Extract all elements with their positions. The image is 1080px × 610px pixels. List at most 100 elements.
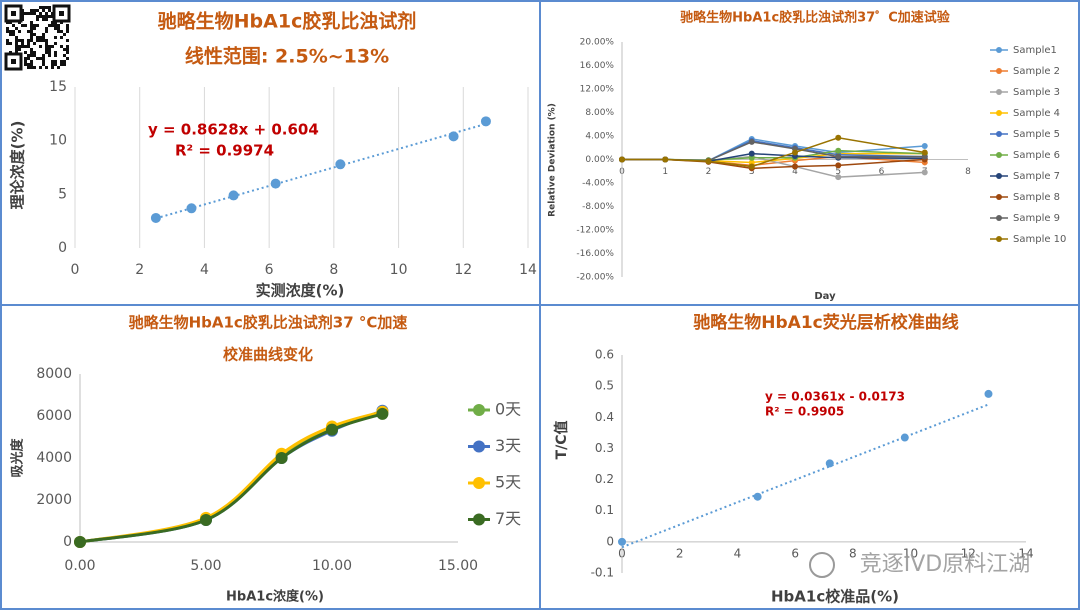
qr-cell xyxy=(30,51,33,54)
x-tick-label: 3 xyxy=(749,167,755,177)
qr-cell xyxy=(18,45,21,48)
point xyxy=(835,134,842,141)
qr-cell xyxy=(60,63,63,66)
qr-cell xyxy=(33,9,36,12)
y-tick-label: 0.5 xyxy=(595,379,614,393)
qr-cell xyxy=(57,30,60,33)
qr-cell xyxy=(27,12,30,15)
y-tick-label: 8.00% xyxy=(585,108,614,118)
qr-cell xyxy=(6,30,9,33)
qr-cell xyxy=(30,24,33,27)
x-tick-label: 14 xyxy=(519,262,537,278)
y-axis-label: T/C值 xyxy=(553,421,570,460)
point xyxy=(748,163,755,170)
point xyxy=(326,423,338,436)
legend-marker xyxy=(473,404,485,416)
legend-label: Sample 2 xyxy=(1013,66,1060,77)
chart-subtitle: 校准曲线变化 xyxy=(223,346,313,364)
y-tick-label: 16.00% xyxy=(580,61,615,71)
x-tick-label: 6 xyxy=(879,167,885,177)
legend-label: Sample 7 xyxy=(1013,171,1060,182)
qr-cell xyxy=(33,12,36,15)
legend-marker xyxy=(996,173,1002,179)
qr-cell xyxy=(54,42,57,45)
legend-label: Sample 8 xyxy=(1013,192,1060,203)
qr-cell xyxy=(33,33,36,36)
qr-cell xyxy=(42,36,45,39)
qr-cell xyxy=(42,15,45,18)
y-tick-label: 4000 xyxy=(36,450,72,466)
qr-cell xyxy=(15,45,18,48)
legend-marker xyxy=(473,513,485,526)
qr-cell xyxy=(27,57,30,60)
qr-cell xyxy=(45,27,48,30)
chart-title: 驰略生物HbA1c胶乳比浊试剂37 °C加速 xyxy=(129,314,408,332)
y-tick-label: 0.2 xyxy=(595,472,614,486)
qr-cell xyxy=(24,51,27,54)
qr-cell xyxy=(66,51,69,54)
x-tick-label: 4 xyxy=(734,546,742,560)
qr-cell xyxy=(27,42,30,45)
point xyxy=(753,492,762,501)
qr-cell xyxy=(15,48,18,51)
legend-label: 7天 xyxy=(495,509,521,528)
qr-cell xyxy=(45,15,48,18)
x-tick-label: 4 xyxy=(200,262,209,278)
qr-cell xyxy=(48,45,51,48)
qr-cell xyxy=(54,51,57,54)
point xyxy=(662,156,669,163)
y-tick-label: 2000 xyxy=(36,492,72,508)
x-tick-label: 10 xyxy=(390,262,408,278)
qr-cell xyxy=(36,15,39,18)
qr-cell xyxy=(15,39,18,42)
point xyxy=(825,459,834,468)
y-tick-label: -8.00% xyxy=(582,202,614,212)
legend-label: Sample 5 xyxy=(1013,129,1060,140)
point xyxy=(619,156,625,163)
qr-cell xyxy=(15,36,18,39)
qr-cell xyxy=(48,15,51,18)
point xyxy=(228,190,239,201)
y-tick-label: 0 xyxy=(58,240,67,256)
legend-label: Sample 6 xyxy=(1013,150,1060,161)
qr-cell xyxy=(30,30,33,33)
qr-cell xyxy=(51,45,54,48)
qr-cell xyxy=(24,24,27,27)
qr-cell xyxy=(24,12,27,15)
y-tick-label: 4.00% xyxy=(585,132,614,142)
x-tick-label: 1 xyxy=(662,167,668,177)
qr-cell xyxy=(33,66,36,69)
legend-label: Sample 4 xyxy=(1013,108,1060,119)
qr-cell xyxy=(63,60,66,63)
qr-cell xyxy=(9,33,12,36)
y-tick-label: 0.1 xyxy=(595,503,614,517)
qr-cell xyxy=(39,15,42,18)
qr-cell xyxy=(36,39,39,42)
point xyxy=(792,149,798,156)
x-tick-label: 0 xyxy=(71,262,80,278)
legend-label: Sample 10 xyxy=(1013,234,1066,245)
point xyxy=(921,153,928,160)
qr-cell xyxy=(21,39,24,42)
y-tick-label: 0.6 xyxy=(595,348,614,362)
point xyxy=(448,131,459,142)
trendline xyxy=(621,403,989,549)
annotation: R² = 0.9974 xyxy=(175,142,274,160)
qr-cell xyxy=(66,27,69,30)
qr-cell xyxy=(30,12,33,15)
qr-finder xyxy=(11,11,16,16)
legend-marker xyxy=(473,440,485,453)
x-tick-label: 6 xyxy=(791,546,799,560)
qr-cell xyxy=(30,60,33,63)
legend-label: 5天 xyxy=(495,473,521,492)
qr-cell xyxy=(45,18,48,21)
x-tick-label: 10.00 xyxy=(312,558,352,574)
qr-cell xyxy=(66,45,69,48)
watermark: 竞逐IVD原料江湖 xyxy=(860,552,1030,577)
y-tick-label: 8000 xyxy=(36,366,72,382)
qr-cell xyxy=(54,63,57,66)
annotation: y = 0.8628x + 0.604 xyxy=(148,121,319,139)
qr-cell xyxy=(24,57,27,60)
qr-cell xyxy=(45,42,48,45)
